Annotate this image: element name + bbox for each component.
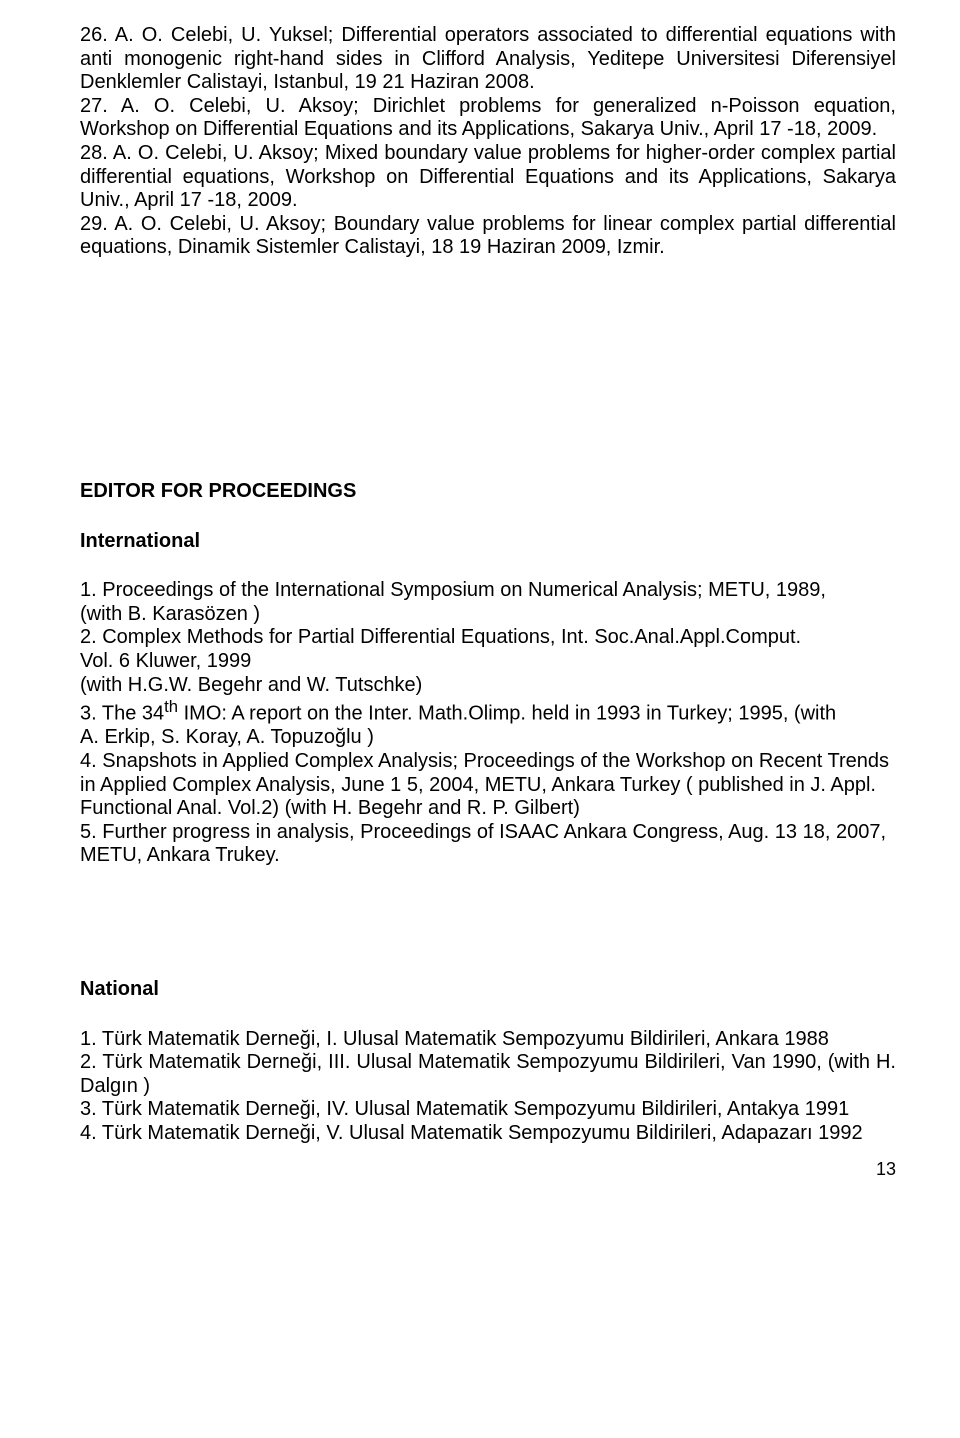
national-item-3: 3. Türk Matematik Derneği, IV. Ulusal Ma… [80,1098,896,1122]
national-heading: National [80,978,896,1002]
text-line: 2. Complex Methods for Partial Different… [80,626,896,650]
editor-proceedings-heading: EDITOR FOR PROCEEDINGS [80,480,896,504]
international-item-4: 4. Snapshots in Applied Complex Analysis… [80,750,896,821]
reference-entry-29: 29. A. O. Celebi, U. Aksoy; Boundary val… [80,213,896,260]
text-fragment: 3. The 34 [80,703,164,725]
reference-entry-26: 26. A. O. Celebi, U. Yuksel; Differentia… [80,24,896,95]
spacer [80,260,896,480]
text-fragment: IMO: A report on the Inter. Math.Olimp. … [178,703,836,725]
international-item-3: 3. The 34th IMO: A report on the Inter. … [80,697,896,750]
text-line: A. Erkip, S. Koray, A. Topuzoğlu ) [80,726,896,750]
international-item-1: 1. Proceedings of the International Symp… [80,579,896,626]
page-number: 13 [80,1159,896,1180]
spacer [80,504,896,530]
international-item-2: 2. Complex Methods for Partial Different… [80,626,896,697]
text-line: 1. Proceedings of the International Symp… [80,579,896,603]
international-heading: International [80,530,896,554]
spacer [80,868,896,978]
text-line: Vol. 6 Kluwer, 1999 [80,650,896,674]
text-line: (with B. Karasözen ) [80,603,896,627]
reference-entry-28: 28. A. O. Celebi, U. Aksoy; Mixed bounda… [80,142,896,213]
text-line: (with H.G.W. Begehr and W. Tutschke) [80,674,896,698]
national-item-4: 4. Türk Matematik Derneği, V. Ulusal Mat… [80,1122,896,1146]
reference-entry-27: 27. A. O. Celebi, U. Aksoy; Dirichlet pr… [80,95,896,142]
national-item-2: 2. Türk Matematik Derneği, III. Ulusal M… [80,1051,896,1098]
spacer [80,553,896,579]
national-item-1: 1. Türk Matematik Derneği, I. Ulusal Mat… [80,1028,896,1052]
document-page: 26. A. O. Celebi, U. Yuksel; Differentia… [0,0,960,1205]
superscript-th: th [164,697,178,716]
spacer [80,1002,896,1028]
international-item-5: 5. Further progress in analysis, Proceed… [80,821,896,868]
